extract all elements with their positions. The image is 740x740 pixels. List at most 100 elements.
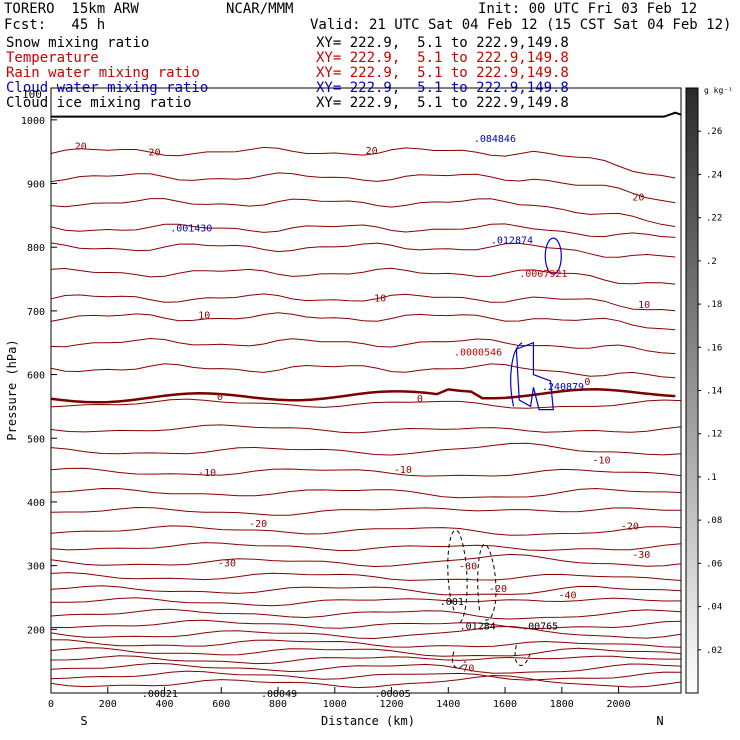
x-tick-label: 1000	[323, 699, 347, 710]
field-snow-name: Snow mixing ratio	[6, 35, 150, 51]
isotherm-line	[50, 585, 682, 596]
zero-isotherm-line	[50, 388, 676, 404]
y-tick-label: 1000	[21, 116, 45, 127]
isotherm-label: -10	[198, 468, 216, 479]
isotherm-label: 20	[632, 192, 644, 203]
y-tick-label: 400	[27, 498, 45, 509]
colorbar-tick-label: .14	[706, 387, 722, 397]
y-tick-label: 800	[27, 243, 45, 254]
x-tick-label: 1200	[379, 699, 403, 710]
isotherm-line	[50, 398, 682, 409]
isotherm-line	[50, 312, 676, 331]
y-tick-label: 900	[27, 180, 45, 191]
cloud-ice-contour	[447, 530, 468, 624]
maximum-value-label: .01284	[460, 621, 496, 632]
colorbar-tick-label: .06	[706, 559, 722, 569]
isotherm-label: 20	[149, 148, 161, 159]
colorbar-tick-label: .04	[706, 603, 722, 613]
maximum-value-label: .0000546	[454, 347, 502, 358]
isotherm-label: -20	[249, 519, 267, 530]
isotherm-line	[50, 619, 682, 630]
y-tick-label: 500	[27, 434, 45, 445]
maximum-value-label: .00005	[375, 689, 411, 700]
maximum-value-label: .084846	[474, 134, 516, 145]
x-tick-label: 1800	[550, 699, 574, 710]
isotherm-line	[50, 198, 676, 227]
isotherm-label: 0	[584, 377, 590, 388]
isotherm-line	[50, 363, 676, 379]
isotherm-label: -20	[621, 522, 639, 533]
maximum-value-label: .00821	[142, 689, 178, 700]
field-cloud-ice-name: Cloud ice mixing ratio	[6, 95, 192, 111]
isotherm-label: 10	[198, 311, 210, 322]
cloud-water-contour	[510, 342, 523, 407]
x-tick-label: 800	[269, 699, 287, 710]
colorbar-tick-label: .16	[706, 343, 722, 353]
x-tick-label: 0	[48, 699, 54, 710]
plot-frame	[50, 87, 682, 694]
isotherm-line	[50, 337, 676, 355]
center-label: NCAR/MMM	[226, 1, 294, 17]
colorbar-tick-label: .22	[706, 214, 722, 224]
field-snow-xy: XY= 222.9, 5.1 to 222.9,149.8	[316, 35, 569, 51]
isotherm-line	[50, 525, 682, 536]
x-tick-label: 2000	[607, 699, 631, 710]
colorbar-tick-label: .1	[706, 473, 717, 483]
x-tick-label: 1600	[493, 699, 517, 710]
isotherm-line	[50, 674, 682, 689]
x-end-label-north: N	[656, 714, 663, 728]
isotherm-line	[50, 553, 682, 568]
field-temperature-xy: XY= 222.9, 5.1 to 222.9,149.8	[316, 50, 569, 66]
isotherm-label: -20	[489, 584, 507, 595]
isotherm-line	[50, 655, 681, 665]
surface-line	[51, 111, 682, 118]
colorbar-tick-label: .24	[706, 170, 722, 180]
isotherm-line	[50, 467, 682, 477]
x-axis-title: Distance (km)	[321, 714, 415, 728]
isotherm-label: 20	[75, 141, 87, 152]
cloud-water-contour	[515, 341, 554, 411]
isotherm-label: -30	[632, 550, 650, 561]
x-end-label-south: S	[80, 714, 87, 728]
isotherm-line	[50, 670, 682, 681]
y-axis-title: Pressure (hPa)	[5, 339, 19, 440]
cloud-water-contour	[544, 237, 562, 275]
isotherm-line	[50, 662, 682, 674]
isotherm-line	[50, 267, 676, 285]
isotherm-line	[50, 639, 682, 648]
isotherm-label: -40	[558, 590, 576, 601]
isotherm-line	[51, 597, 682, 607]
isotherm-line	[50, 242, 676, 258]
colorbar-tick-label: .08	[706, 516, 722, 526]
isotherm-label: 10	[374, 294, 386, 305]
isotherm-line	[50, 424, 682, 434]
isotherm-line	[50, 608, 682, 620]
isotherm-line	[50, 442, 682, 456]
colorbar-tick-label: .18	[706, 300, 722, 310]
x-tick-label: 600	[212, 699, 230, 710]
x-tick-label: 1400	[436, 699, 460, 710]
valid-time: Valid: 21 UTC Sat 04 Feb 12 (15 CST Sat …	[310, 17, 732, 33]
y-tick-label: 200	[27, 625, 45, 636]
field-cloud-ice-xy: XY= 222.9, 5.1 to 222.9,149.8	[316, 95, 569, 111]
isotherm-line	[50, 146, 676, 179]
colorbar-tick-label: .26	[706, 127, 722, 137]
isotherm-line	[50, 625, 682, 640]
colorbar-tick-label: .2	[706, 257, 717, 267]
model-title: TORERO 15km ARW	[4, 1, 139, 17]
maximum-value-label: .001430	[170, 223, 212, 234]
init-time: Init: 00 UTC Fri 03 Feb 12	[478, 1, 698, 17]
cloud-ice-contour	[452, 651, 466, 669]
field-rain-name: Rain water mixing ratio	[6, 65, 200, 81]
y-tick-label: 300	[27, 562, 45, 573]
isotherm-label: -30	[218, 558, 236, 569]
isotherm-label: 10	[638, 300, 650, 311]
cloud-ice-contour	[514, 645, 532, 666]
maximum-value-label: .00765	[522, 621, 558, 632]
isotherm-label: 0	[217, 392, 223, 403]
x-tick-label: 200	[99, 699, 117, 710]
isotherm-line	[50, 506, 682, 516]
field-temperature-name: Temperature	[6, 50, 99, 66]
isotherm-line	[50, 487, 682, 499]
